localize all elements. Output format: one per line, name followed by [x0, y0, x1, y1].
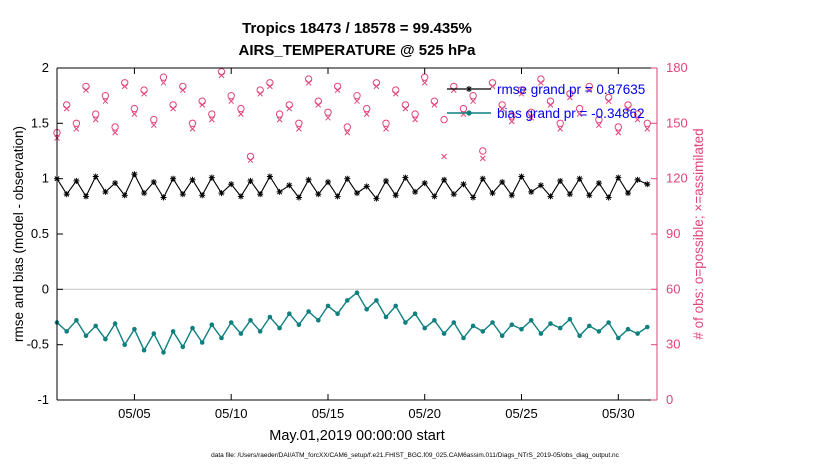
- data-file-caption: data file: /Users/raeder/DAI/ATM_forcXX/…: [211, 452, 619, 459]
- svg-text:-1: -1: [37, 392, 49, 407]
- svg-text:05/05: 05/05: [118, 406, 151, 421]
- left-y-axis-label: rmse and bias (model - observation): [11, 125, 26, 343]
- legend-rmse-label: rmse grand pr = 0.87635: [497, 82, 646, 97]
- svg-text:1: 1: [42, 171, 49, 186]
- svg-text:05/25: 05/25: [505, 406, 538, 421]
- svg-text:0: 0: [666, 392, 673, 407]
- svg-text:120: 120: [666, 171, 688, 186]
- plot-title-line1: Tropics 18473 / 18578 = 99.435%: [242, 20, 472, 37]
- x-axis-label: May.01,2019 00:00:00 start: [269, 428, 445, 444]
- svg-text:05/15: 05/15: [312, 406, 345, 421]
- right-y-axis-label: # of obs: o=possible; ×=assimilated: [691, 128, 706, 340]
- legend-bias-label: bias grand pr = -0.34862: [497, 106, 645, 121]
- svg-text:150: 150: [666, 115, 688, 130]
- svg-text:1.5: 1.5: [31, 115, 49, 130]
- svg-text:180: 180: [666, 60, 688, 75]
- svg-text:60: 60: [666, 281, 680, 296]
- svg-text:0.5: 0.5: [31, 226, 49, 241]
- svg-text:30: 30: [666, 337, 680, 352]
- svg-text:05/20: 05/20: [408, 406, 441, 421]
- plot-title-line2: AIRS_TEMPERATURE @ 525 hPa: [238, 42, 476, 59]
- svg-text:05/30: 05/30: [602, 406, 635, 421]
- svg-text:2: 2: [42, 60, 49, 75]
- svg-text:-0.5: -0.5: [27, 337, 49, 352]
- svg-text:90: 90: [666, 226, 680, 241]
- svg-text:0: 0: [42, 281, 49, 296]
- svg-text:05/10: 05/10: [215, 406, 248, 421]
